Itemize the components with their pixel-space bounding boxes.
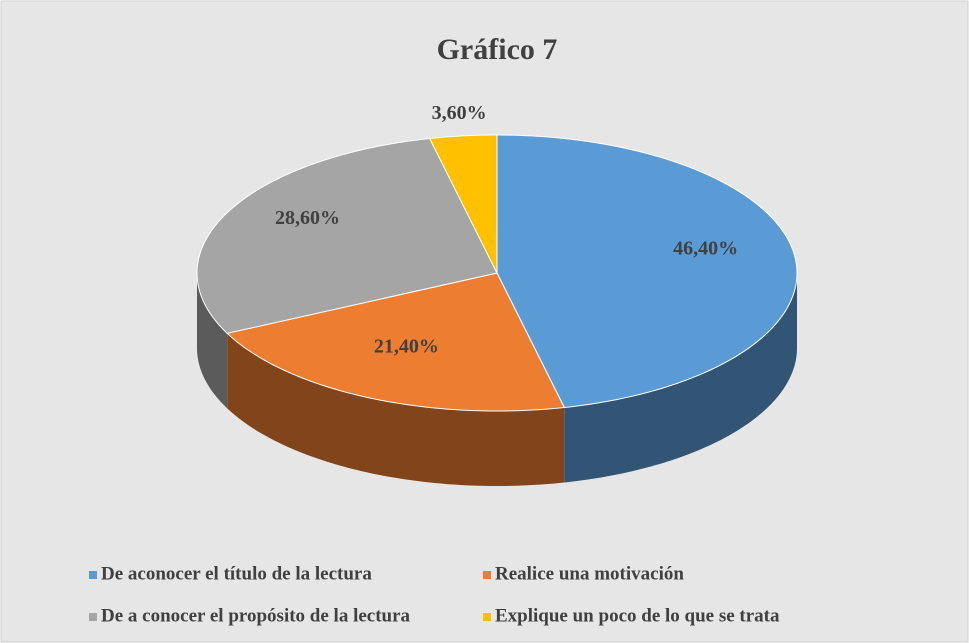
pie-slice (196, 137, 498, 334)
legend-label: Realice una motivación (495, 563, 684, 584)
pie-side (227, 333, 565, 486)
data-label: 46,40% (673, 238, 738, 260)
pie-side (197, 273, 228, 409)
pie-side (564, 273, 797, 483)
legend-swatch (483, 571, 491, 579)
data-label: 3,60% (432, 102, 487, 124)
legend-label: De aconocer el título de la lectura (101, 563, 372, 584)
data-label: 21,40% (374, 336, 439, 358)
legend-label: De a conocer el propósito de la lectura (101, 605, 411, 626)
legend-swatch (89, 571, 97, 579)
chart-title: Gráfico 7 (437, 33, 558, 66)
pie-slice (496, 134, 798, 409)
pie-slice (226, 272, 566, 412)
data-label: 28,60% (275, 207, 340, 229)
legend-label: Explique un poco de lo que se trata (495, 605, 780, 626)
legend-swatch (89, 613, 97, 621)
legend-swatch (483, 613, 491, 621)
pie-slice (428, 134, 498, 274)
